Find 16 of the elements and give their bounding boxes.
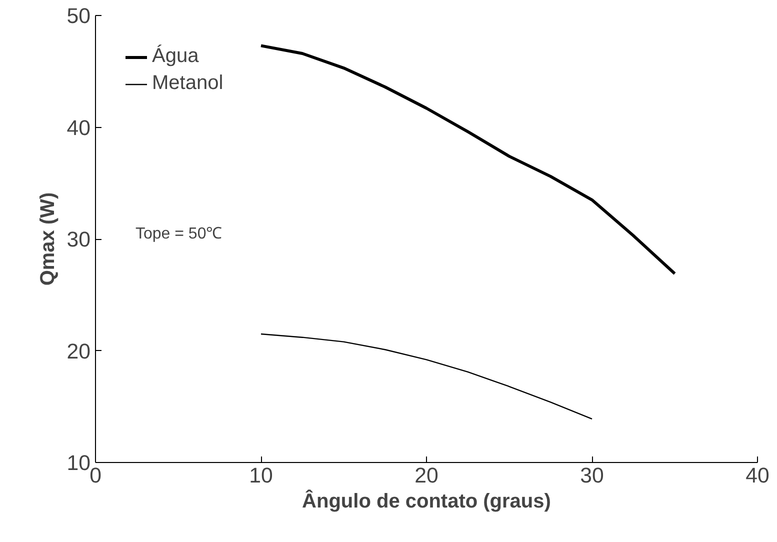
x-axis-title: Ângulo de contato (graus) (302, 490, 551, 512)
x-tick-label: 30 (580, 464, 604, 488)
y-tick-label: 40 (66, 116, 91, 140)
y-tick-label: 20 (66, 339, 91, 364)
y-tick-label: 30 (66, 228, 91, 252)
line-series (260, 333, 593, 420)
x-tick-label: 40 (746, 464, 770, 488)
legend-label: Água (152, 45, 199, 68)
annotation: Tope = 50℃ (136, 226, 222, 242)
y-tick-label: 50 (66, 4, 91, 28)
x-tick-label: 0 (90, 464, 102, 488)
line-series (260, 44, 676, 276)
y-axis-title: Qmax (W) (36, 192, 59, 286)
x-tick-label: 20 (414, 464, 438, 488)
legend-label: Metanol (152, 72, 224, 95)
x-tick-label: 10 (249, 464, 273, 488)
